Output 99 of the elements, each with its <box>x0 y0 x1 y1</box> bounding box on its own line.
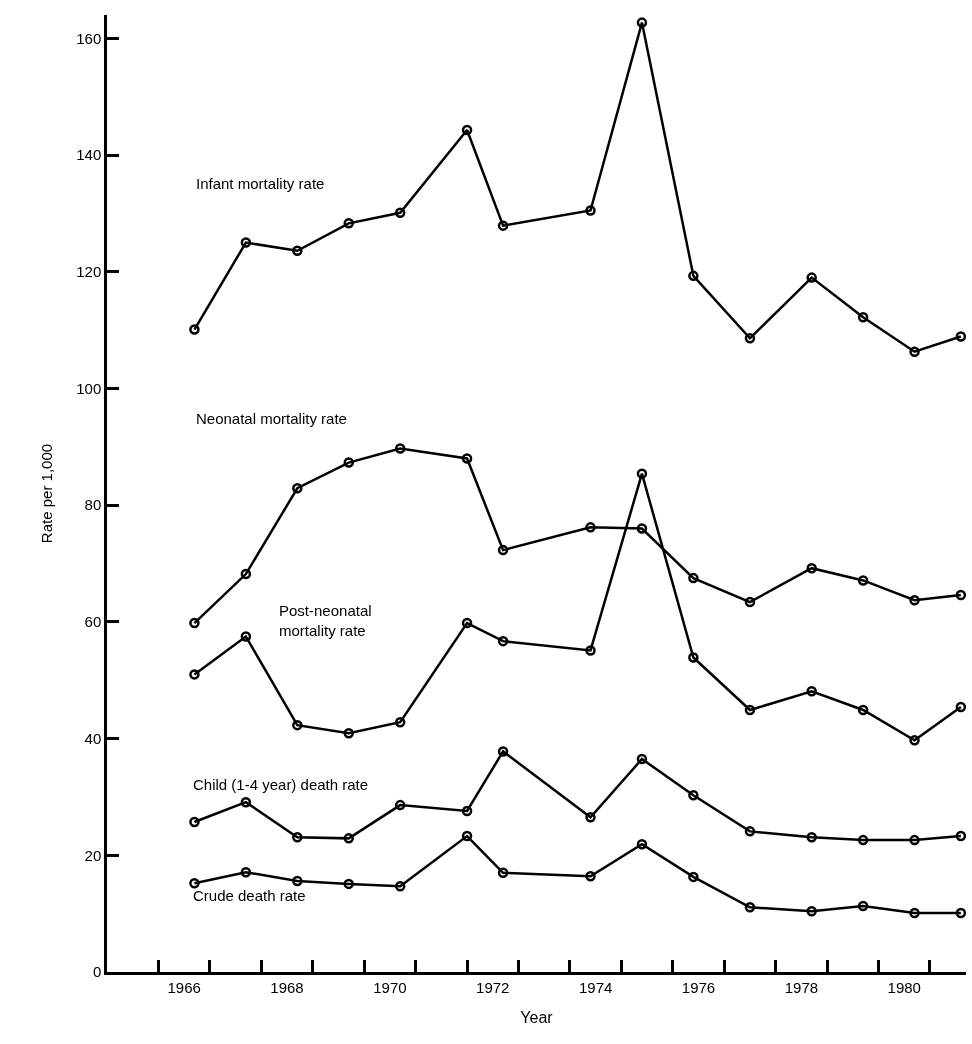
point <box>857 900 869 912</box>
point <box>636 838 648 850</box>
point <box>497 867 509 879</box>
point <box>857 704 869 716</box>
point <box>744 704 756 716</box>
point <box>497 635 509 647</box>
point <box>497 220 509 231</box>
x-axis-title: Year <box>520 1009 554 1027</box>
point <box>688 652 699 663</box>
point <box>744 826 756 837</box>
point <box>955 331 967 342</box>
point <box>394 799 406 811</box>
point <box>909 595 920 606</box>
point <box>636 17 648 28</box>
point <box>394 717 406 728</box>
point <box>585 205 596 216</box>
point <box>497 544 509 556</box>
point <box>240 568 252 580</box>
point <box>343 457 354 468</box>
text: Infant mortality rate <box>196 175 325 192</box>
x-tick-label: 1966 <box>167 978 201 996</box>
y-tick-label: 40 <box>84 729 102 747</box>
point <box>857 575 869 586</box>
point <box>909 735 920 746</box>
point <box>240 631 252 642</box>
series-label: Post-neonatal mortality rate <box>279 602 372 639</box>
point <box>744 901 756 913</box>
text: Neonatal mortality rate <box>196 410 347 427</box>
x-tick-label: 1972 <box>476 978 510 996</box>
point <box>585 522 596 533</box>
point <box>909 834 920 846</box>
y-tick-label: 80 <box>84 496 102 514</box>
y-axis-title: Rate per 1,000 <box>38 443 56 544</box>
point <box>343 833 354 844</box>
point <box>744 333 756 344</box>
series-label: Crude death rate <box>193 887 306 904</box>
x-tick-label: 1968 <box>270 978 304 996</box>
point <box>394 443 406 454</box>
point <box>240 796 252 808</box>
point <box>343 878 354 890</box>
point <box>806 831 817 843</box>
x-tick-label: 1970 <box>373 978 407 996</box>
point <box>189 878 200 889</box>
point <box>688 270 699 282</box>
point <box>292 483 303 494</box>
y-tick-label: 160 <box>76 29 102 47</box>
y-tick-label: 0 <box>92 963 102 981</box>
point <box>189 617 200 629</box>
point <box>394 207 406 219</box>
point <box>189 669 200 680</box>
y-tick-label: 120 <box>76 263 102 281</box>
point <box>343 218 354 229</box>
point <box>806 686 817 697</box>
y-tick-label: 100 <box>76 379 102 397</box>
point <box>292 875 303 887</box>
point <box>909 346 920 357</box>
point <box>394 880 406 892</box>
point <box>806 906 817 917</box>
point <box>461 805 473 817</box>
point <box>806 272 817 283</box>
x-tick-label: 1976 <box>681 978 716 996</box>
point <box>343 728 354 739</box>
point <box>857 312 869 323</box>
point <box>585 871 596 882</box>
point <box>955 830 967 842</box>
point <box>240 237 252 248</box>
point <box>636 753 648 765</box>
point <box>955 589 967 601</box>
point <box>461 617 473 629</box>
point <box>909 907 920 919</box>
point <box>636 523 648 534</box>
point <box>806 562 817 574</box>
point <box>857 834 869 846</box>
series-label: Child (1-4 year) death rate <box>193 776 369 793</box>
point <box>461 830 473 842</box>
point <box>497 746 509 757</box>
point <box>461 124 473 136</box>
point <box>585 812 596 823</box>
point <box>189 324 200 335</box>
point <box>955 701 967 713</box>
point <box>292 719 303 731</box>
point <box>744 596 756 608</box>
point <box>292 245 303 256</box>
point <box>688 871 699 883</box>
point <box>688 572 699 584</box>
y-tick-label: 20 <box>84 846 102 864</box>
y-tick-label: 60 <box>84 613 102 631</box>
y-tick-label: 140 <box>76 146 102 164</box>
x-tick-label: 1980 <box>887 978 921 996</box>
point <box>189 816 200 828</box>
x-tick-label: 1974 <box>578 978 613 996</box>
point <box>955 907 967 919</box>
point <box>688 789 699 801</box>
point <box>240 866 252 878</box>
point <box>461 453 473 464</box>
point <box>292 831 303 843</box>
point <box>585 645 596 656</box>
point <box>636 468 648 479</box>
x-tick-label: 1978 <box>784 978 819 996</box>
